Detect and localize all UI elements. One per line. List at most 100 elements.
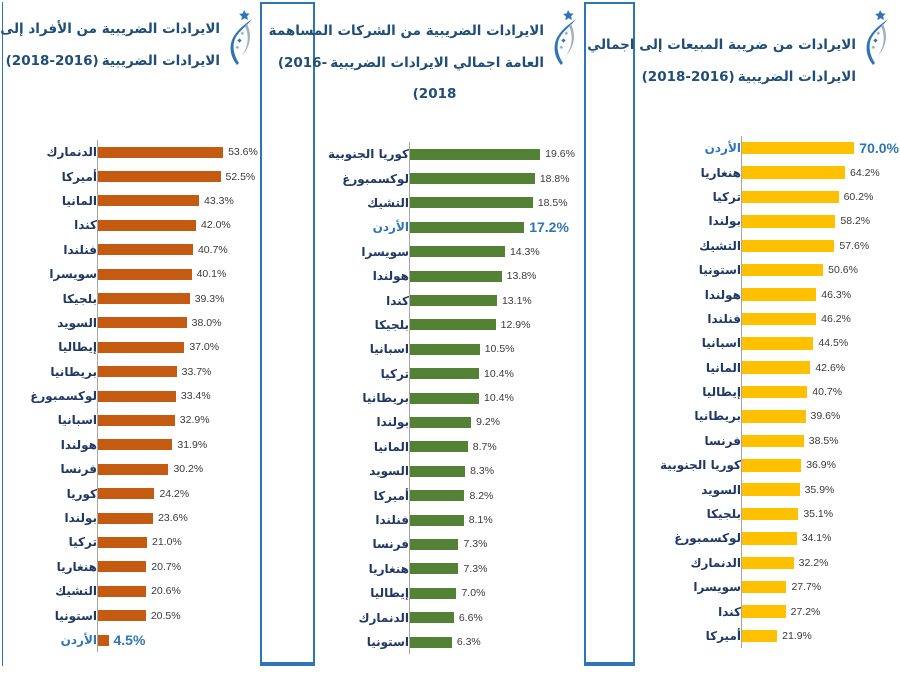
org-logo-icon [549,9,579,69]
bar [742,288,817,301]
bar-cell: 10.4% [409,361,576,386]
chart-rows: كوريا الجنوبية 19.6% لوكسمبورغ 18.8% التشيك 1… [321,142,576,655]
bar [742,507,799,521]
bar [410,538,459,550]
bar [98,610,146,622]
chart-row: الأردن 17.2% [321,215,576,240]
bar-cell: 6.3% [409,629,576,655]
bar-cell: 21.0% [97,530,252,555]
country-label: بريطانيا [362,391,409,406]
chart-row: أميركا 8.2% [321,483,576,508]
bar [98,439,173,451]
country-label: بريطانيا [694,409,741,424]
bar [410,392,480,404]
bar [410,368,480,380]
bar-cell: 37.0% [97,335,252,360]
bar-cell: 32.9% [97,408,252,433]
value-label: 34.1% [801,532,832,545]
bar-cell: 58.2% [741,209,888,234]
chart-row: بولندا 23.6% [9,505,252,531]
bar [98,536,147,548]
bar [742,141,855,155]
bar [742,410,806,423]
bar-cell: 38.0% [97,310,252,336]
bar [98,634,109,646]
bar-cell: 64.2% [741,160,888,185]
country-label: هولندا [704,287,741,302]
chart-row: هولندا 46.3% [641,282,888,307]
bar-cell: 20.5% [97,603,252,628]
country-label: هولندا [60,437,97,452]
bar-cell: 12.9% [409,312,576,338]
bar-cell: 24.2% [97,481,252,506]
bar [98,390,176,402]
bar [98,366,177,378]
bar [98,317,187,329]
bar [98,585,147,597]
bar [410,197,533,209]
chart-row: المانيا 8.7% [321,434,576,460]
chart-row: اسبانيا 44.5% [641,331,888,356]
bar [98,512,154,524]
chart-row: بريطانيا 33.7% [9,359,252,384]
country-label: هولندا [372,269,409,284]
country-label: أميركا [373,488,409,503]
value-label: 46.2% [821,312,851,325]
country-label: بلجيكا [706,507,741,522]
bar [410,587,457,599]
chart-row: كندا 42.0% [9,213,252,238]
bar-cell: 33.4% [97,383,252,409]
country-label: فنلندا [375,513,409,528]
chart-row: التشيك 18.5% [321,190,576,216]
bar-cell: 13.1% [409,288,576,313]
bar-cell: 19.6% [409,142,576,167]
bar [742,532,797,545]
bar [742,605,786,618]
title-text-rtl: الايرادات الضريبية من الأفراد إلى اجمالي [0,21,220,37]
value-label: 7.3% [463,562,488,575]
bar [98,488,155,500]
country-label: لوكسمبورغ [342,171,409,186]
bar-cell: 40.7% [741,379,888,405]
value-label: 14.3% [509,245,540,258]
title-text-rtl: الايرادات الضريبية [101,52,220,69]
bar-cell: 35.9% [741,477,888,502]
bar-cell: 39.3% [97,286,252,311]
chart-row: إيطاليا 37.0% [9,335,252,360]
country-label: تركيا [380,366,409,381]
chart-row: فرنسا 30.2% [9,457,252,482]
country-label: بولندا [708,214,741,229]
chart-row: الدنمارك 53.6% [9,140,258,165]
value-label: 40.7% [812,386,843,399]
value-label: 42.6% [815,361,846,374]
chart-row: الدنمارك 32.2% [641,550,888,576]
country-label: هنغاريا [700,165,741,180]
value-label: 10.4% [484,367,514,380]
chart-title: الايرادات من ضريبة المبيعات إلى اجمالي ال… [587,30,896,93]
country-label: بلجيكا [62,291,97,306]
chart-title-line: الايرادات الضريبية(2018-2016) [6,46,220,78]
value-label: 18.5% [537,196,568,209]
bar-cell: 36.9% [741,453,888,478]
chart-row: بولندا 58.2% [641,209,888,234]
bar-cell: 20.7% [97,554,252,580]
country-label: السويد [701,482,741,497]
bar-cell: 52.5% [97,164,255,189]
chart-row: هنغاريا 7.3% [321,556,576,582]
country-label: الأردن [704,141,741,156]
chart-row: استونيا 20.5% [9,603,252,628]
bar-cell: 21.9% [741,623,888,649]
bar [742,483,800,496]
bar-cell: 30.2% [97,457,252,482]
bar [742,434,804,448]
bar-cell: 57.6% [741,233,888,258]
org-logo-icon [861,9,891,69]
bar [98,146,224,158]
value-label: 33.4% [180,390,211,403]
chart-row: إيطاليا 7.0% [321,581,576,606]
chart-row: السويد 8.3% [321,459,576,484]
bar [98,219,196,231]
chart-row: اسبانيا 10.5% [321,337,576,362]
chart-row: المانيا 42.6% [641,355,888,380]
country-label: أميركا [705,629,741,643]
